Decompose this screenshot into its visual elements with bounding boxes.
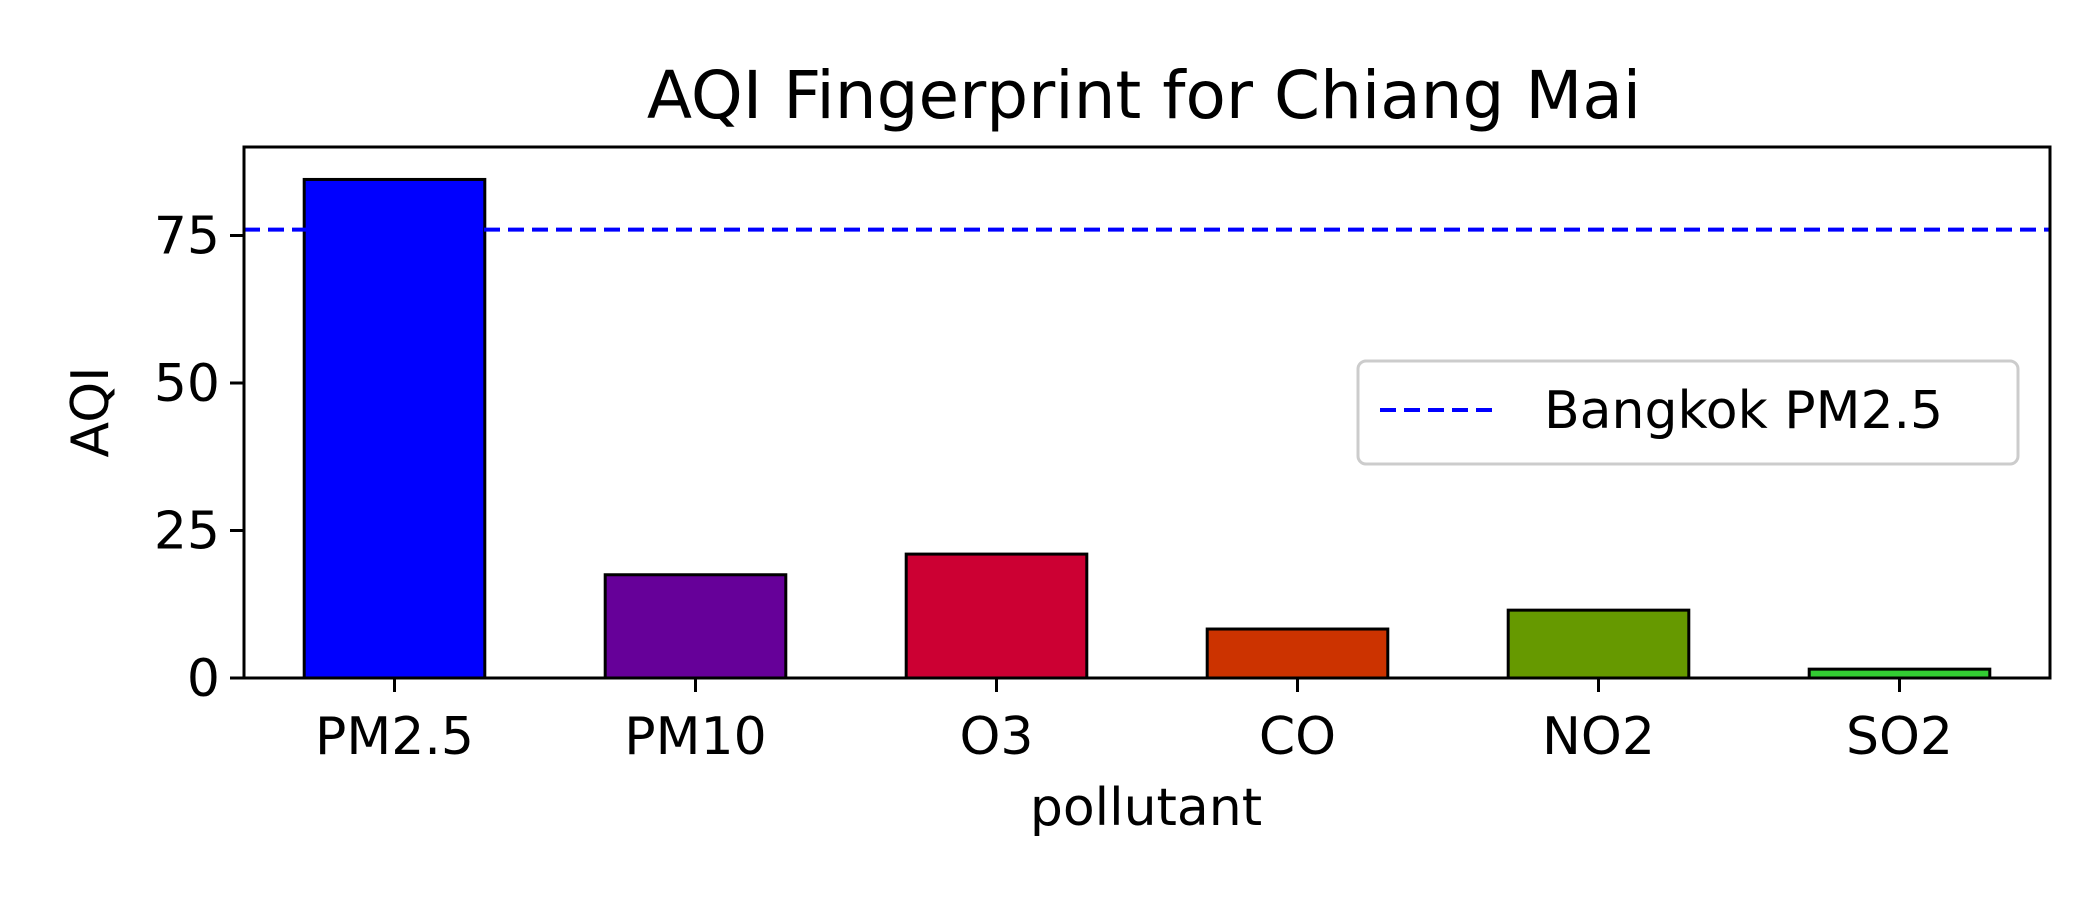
y-axis-ticks: 0 25 50 75	[154, 207, 244, 709]
x-tick-label: NO2	[1542, 707, 1655, 767]
x-tick-label: O3	[959, 707, 1033, 767]
x-axis-ticks: PM2.5 PM10 O3 CO NO2 SO2	[315, 678, 1953, 767]
legend-box	[1356, 359, 2020, 466]
legend-label: Bangkok PM2.5	[1544, 381, 1943, 441]
x-tick-label: PM10	[624, 707, 766, 767]
bar-co	[1205, 627, 1390, 680]
x-tick-label: PM2.5	[315, 707, 474, 767]
legend: Bangkok PM2.5	[1356, 359, 2020, 466]
bars-group	[302, 177, 1992, 680]
bar-no2	[1506, 608, 1691, 680]
bar-pm10	[603, 573, 788, 680]
plot-frame	[242, 145, 2052, 680]
y-tick-label: 75	[154, 207, 220, 267]
x-tick-label: SO2	[1846, 707, 1953, 767]
y-tick-label: 50	[154, 354, 220, 414]
x-axis-label: pollutant	[1030, 778, 1262, 838]
x-tick-label: CO	[1259, 707, 1336, 767]
bar-o3	[904, 552, 1089, 680]
y-tick-label: 25	[154, 502, 220, 562]
y-tick-label: 0	[187, 649, 220, 709]
y-axis-label: AQI	[61, 367, 121, 458]
chart-title: AQI Fingerprint for Chiang Mai	[647, 57, 1641, 134]
bar-pm25	[302, 177, 487, 680]
